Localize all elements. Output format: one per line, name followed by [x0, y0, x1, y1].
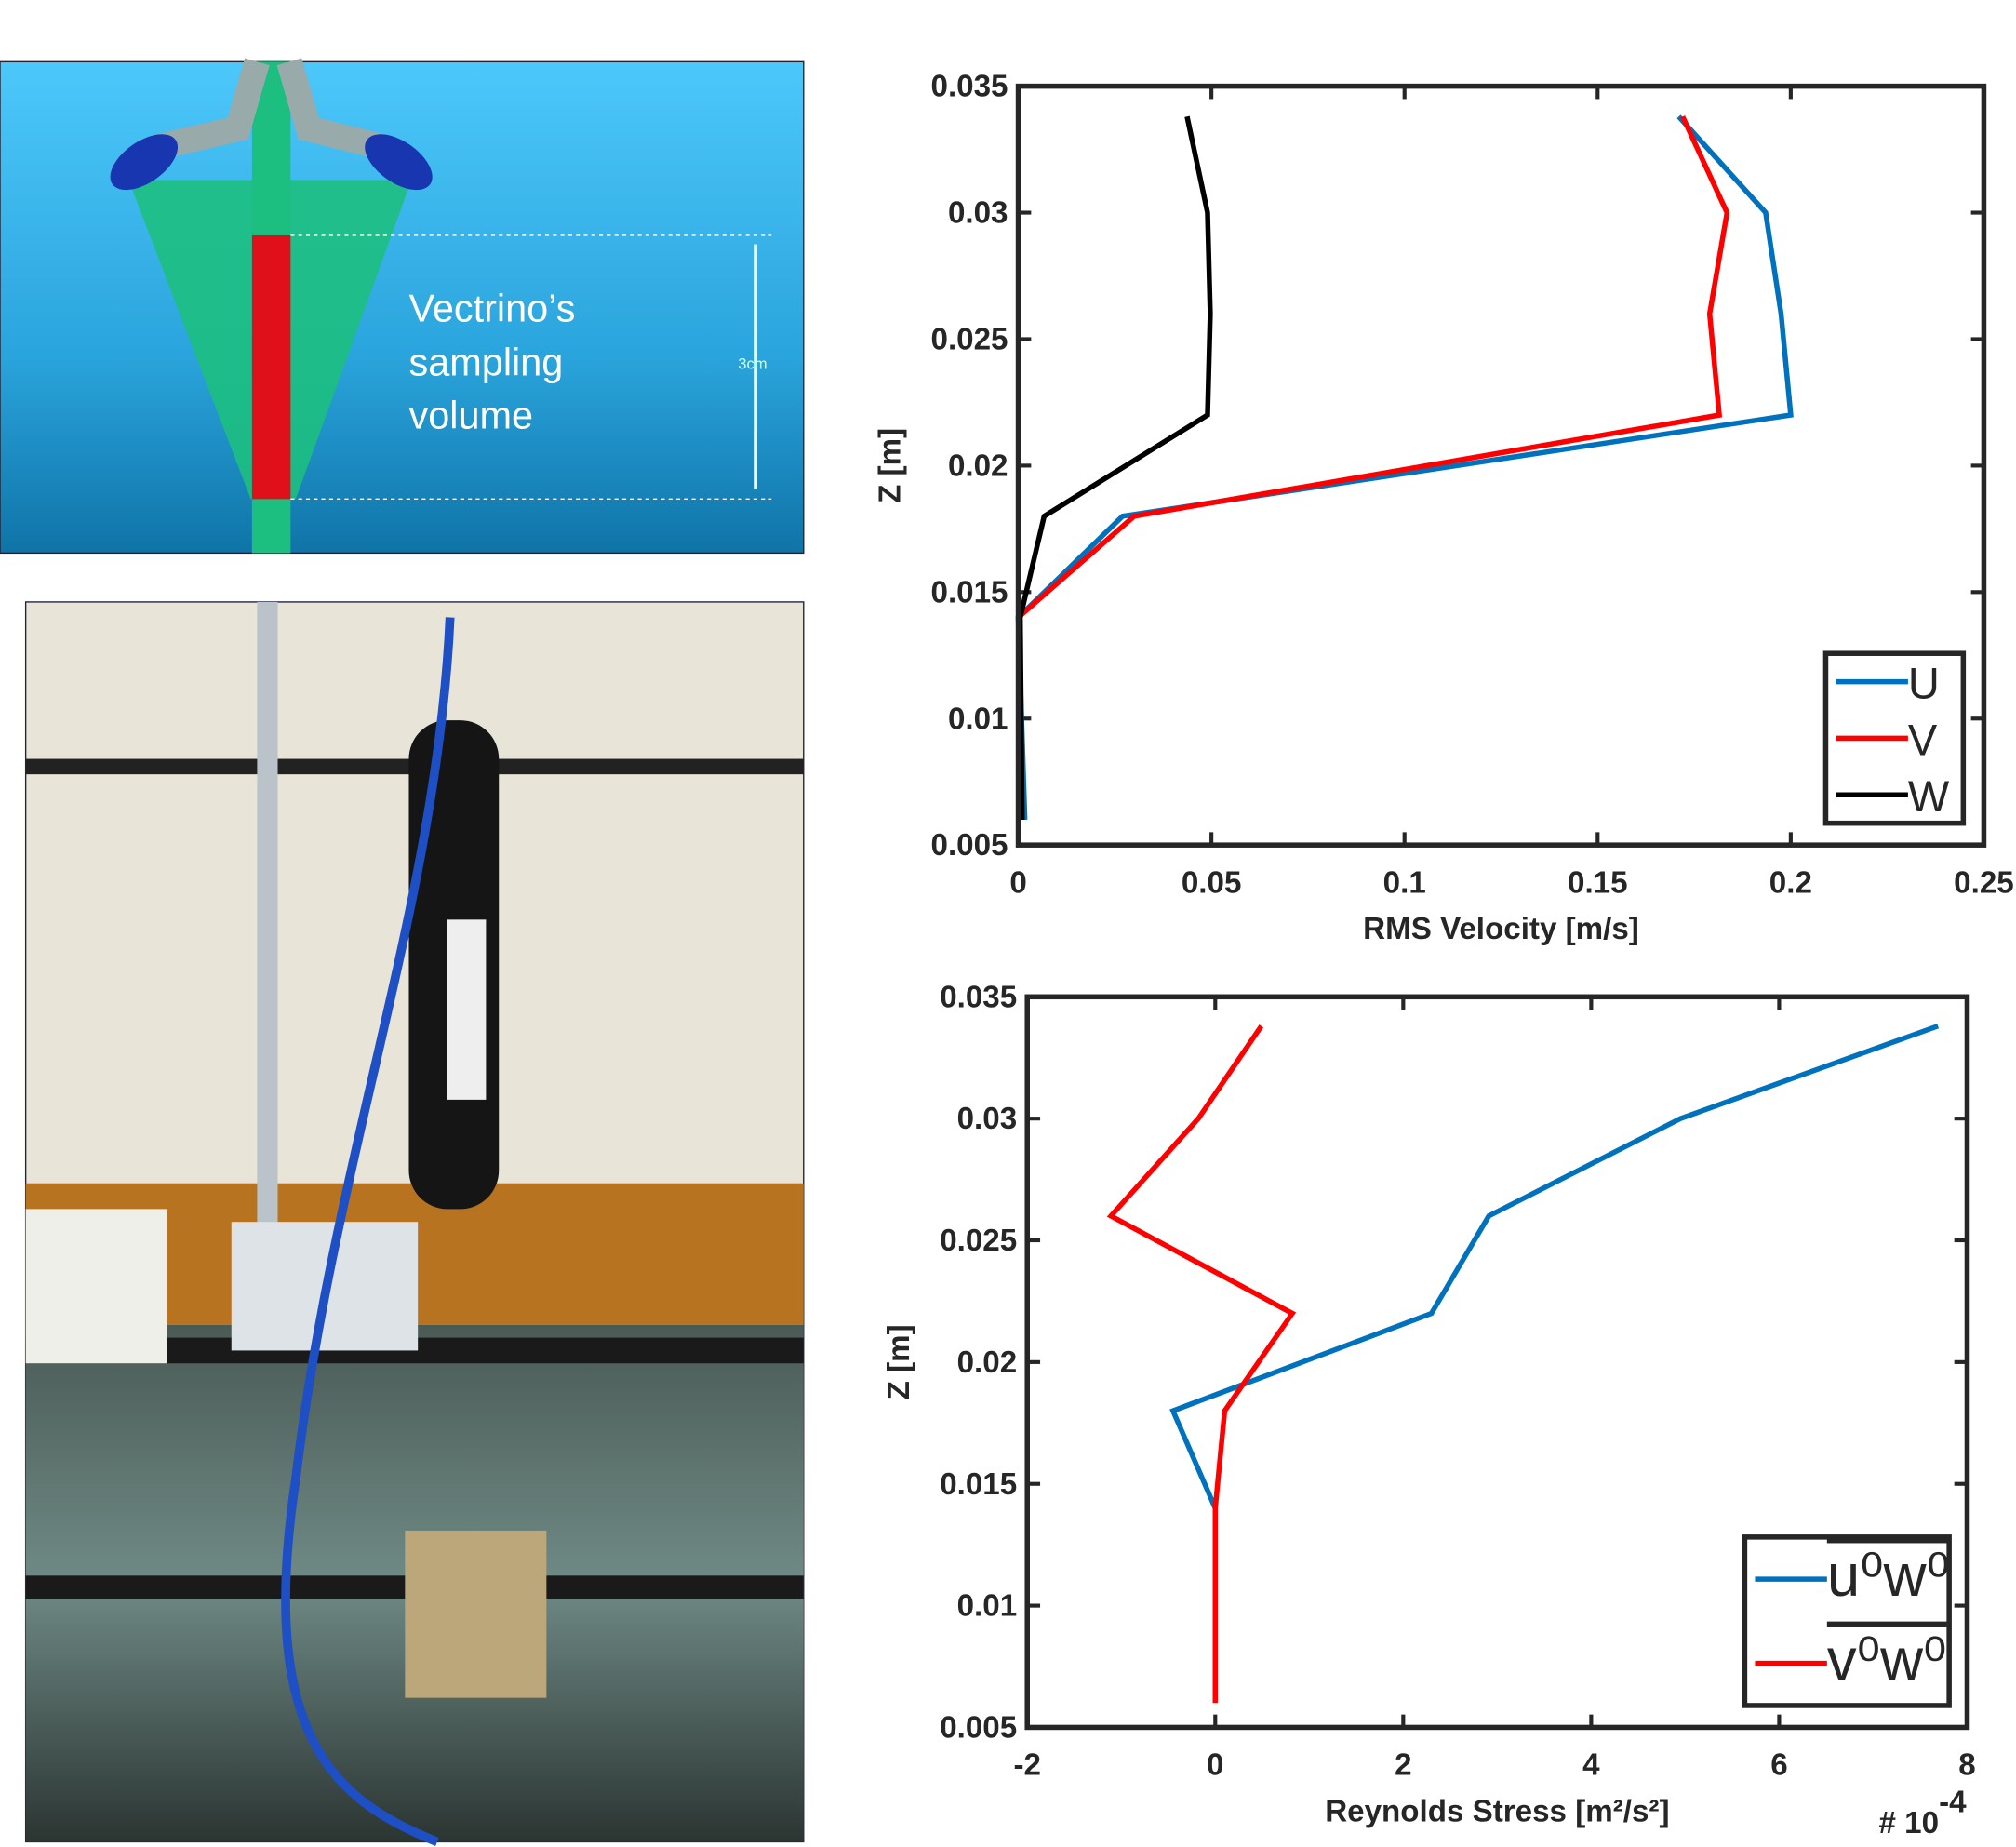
vectrino-diagram: Vectrino’s sampling volume 3cm — [0, 61, 804, 553]
x-axis-label: Reynolds Stress [m²/s²] — [1325, 1794, 1669, 1828]
diagram-label: sampling — [408, 341, 563, 384]
x-tick-label: -2 — [1013, 1748, 1040, 1783]
x-tick-label: 0.05 — [1182, 865, 1242, 900]
y-axis-label: Z [m] — [882, 1324, 916, 1399]
x-exponent: -4 — [1939, 1786, 1967, 1820]
x-tick-label: 0.25 — [1954, 865, 2014, 900]
diagram-label: volume — [408, 393, 533, 436]
y-tick-label: 0.02 — [957, 1345, 1018, 1380]
y-tick-label: 0.035 — [940, 980, 1017, 1014]
x-tick-label: 0.2 — [1769, 865, 1812, 900]
legend-label: V — [1908, 715, 1938, 764]
x-tick-label: 6 — [1770, 1748, 1787, 1783]
y-tick-label: 0.005 — [940, 1711, 1017, 1746]
y-tick-label: 0.035 — [931, 70, 1008, 104]
y-tick-label: 0.03 — [948, 196, 1008, 231]
figure: Vectrino’s sampling volume 3cm 0.005 0.01… — [0, 0, 2016, 1847]
diagram-label: Vectrino’s — [408, 287, 575, 330]
x-tick-label: 4 — [1582, 1748, 1600, 1783]
legend-label: u⁰w⁰ — [1827, 1543, 1950, 1609]
legend-label: W — [1908, 771, 1950, 821]
y-tick-label: 0.03 — [957, 1102, 1018, 1136]
x-tick-label: 8 — [1958, 1748, 1975, 1783]
x-exponent-base: # 10 — [1879, 1806, 1940, 1840]
x-axis-label: RMS Velocity [m/s] — [1363, 912, 1639, 946]
y-axis-label: Z [m] — [873, 428, 907, 503]
y-tick-label: 0.005 — [931, 828, 1008, 863]
series-line — [1111, 1026, 1292, 1704]
y-tick-label: 0.015 — [931, 575, 1008, 609]
x-tick-label: 0 — [1207, 1748, 1223, 1783]
x-tick-label: 2 — [1395, 1748, 1411, 1783]
legend-label: U — [1908, 659, 1940, 708]
y-tick-label: 0.015 — [940, 1467, 1017, 1502]
x-tick-label: 0.15 — [1568, 865, 1628, 900]
x-tick-label: 0 — [1009, 865, 1026, 900]
series-line — [1173, 1026, 1938, 1508]
series-line — [1021, 116, 1210, 820]
dimension-label: 3cm — [738, 355, 767, 373]
x-tick-label: 0.1 — [1383, 865, 1426, 900]
y-tick-label: 0.025 — [931, 323, 1008, 357]
legend-label: v⁰w⁰ — [1827, 1627, 1947, 1693]
y-tick-label: 0.02 — [948, 448, 1008, 483]
page: Vectrino’s sampling volume 3cm 0.005 0.01… — [0, 0, 2016, 1847]
lab-photo — [26, 602, 804, 1842]
y-tick-label: 0.01 — [948, 702, 1008, 736]
y-tick-label: 0.025 — [940, 1224, 1017, 1258]
y-tick-label: 0.01 — [957, 1589, 1018, 1624]
